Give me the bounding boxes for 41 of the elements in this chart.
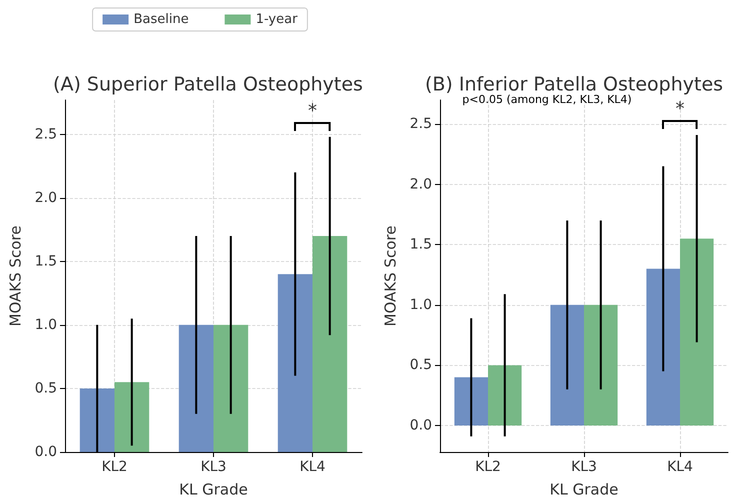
x-axis-title: KL Grade: [179, 480, 248, 498]
y-tick-label: 0.0: [34, 444, 57, 460]
chart-title: (A) Superior Patella Osteophytes: [53, 74, 363, 96]
y-tick-label: 0.0: [410, 417, 432, 434]
annotation: *: [308, 100, 317, 122]
x-axis-title: KL Grade: [550, 480, 618, 498]
y-axis-title: MOAKS Score: [6, 226, 24, 326]
annotation: p<0.05 (among KL2, KL3, KL4): [462, 93, 632, 106]
bar: [312, 236, 348, 452]
legend-label: 1-year: [256, 12, 298, 27]
bar: [278, 274, 312, 452]
bar: [178, 324, 214, 452]
y-tick-label: 2.0: [410, 176, 432, 192]
x-tick-label: KL2: [102, 459, 128, 475]
x-tick-label: KL2: [475, 459, 501, 475]
x-tick-label: KL4: [300, 459, 326, 475]
bar: [680, 238, 714, 426]
bar: [214, 324, 248, 452]
bar: [80, 388, 114, 452]
y-tick-label: 1.0: [410, 296, 432, 313]
y-tick-label: 1.5: [34, 253, 57, 270]
y-tick-label: 1.5: [410, 236, 432, 253]
y-tick-label: 1.0: [34, 316, 57, 333]
y-tick-label: 0.5: [34, 380, 57, 396]
y-tick-label: 2.5: [410, 116, 432, 132]
chart-title: (B) Inferior Patella Osteophytes: [424, 74, 724, 96]
y-tick-label: 2.0: [34, 190, 57, 206]
bar: [454, 377, 488, 426]
bar: [114, 382, 150, 452]
bar: [646, 268, 680, 426]
x-tick-label: KL4: [667, 459, 694, 475]
bar: [550, 304, 584, 426]
x-tick-label: KL3: [200, 459, 226, 475]
y-axis-title: MOAKS Score: [382, 226, 400, 326]
annotation: *: [676, 98, 684, 120]
y-tick-label: 0.5: [410, 357, 432, 374]
legend-label: Baseline: [134, 12, 189, 27]
x-tick-label: KL3: [571, 459, 597, 475]
bar: [584, 304, 618, 426]
y-tick-label: 2.5: [34, 126, 57, 142]
bar: [488, 365, 522, 426]
